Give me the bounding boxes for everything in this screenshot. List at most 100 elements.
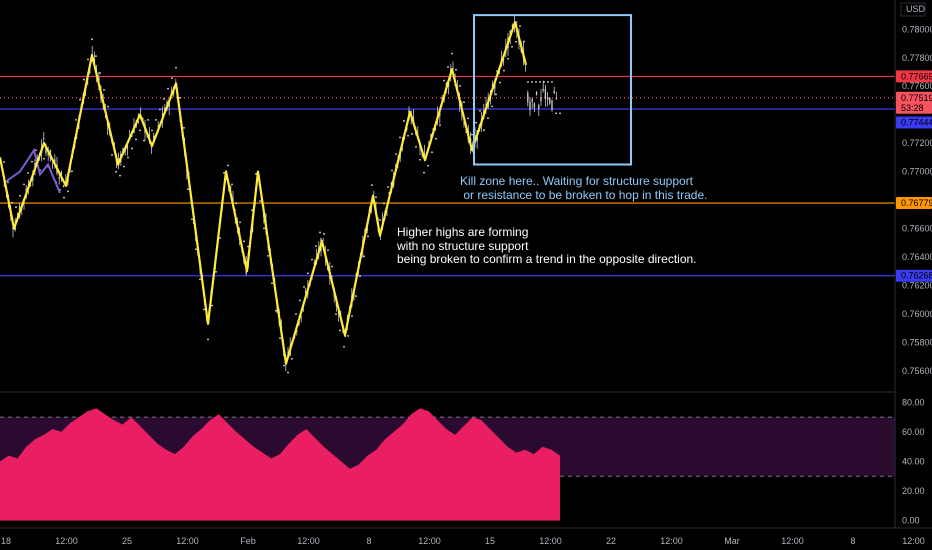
- sar-dot: [343, 345, 345, 348]
- sar-dot: [191, 218, 193, 221]
- sar-dot: [447, 66, 449, 68]
- sar-dot: [291, 358, 293, 360]
- oscillator-area: [0, 408, 560, 521]
- sar-dot: [403, 120, 405, 122]
- candle-body: [452, 68, 454, 70]
- time-tick-15: 12:00: [902, 536, 925, 546]
- sar-dot: [219, 237, 221, 239]
- sar-dot: [367, 235, 369, 238]
- sar-dot: [375, 196, 377, 199]
- candle-body: [511, 24, 514, 27]
- sar-dot: [119, 174, 121, 177]
- sar-dot: [83, 78, 85, 81]
- candle-body: [485, 104, 487, 106]
- sar-dot: [283, 364, 285, 367]
- sar-dot: [211, 304, 213, 307]
- candle-body: [544, 88, 547, 99]
- sar-dot: [31, 160, 33, 163]
- sar-dot: [475, 121, 477, 124]
- price-tag-bg-1: [896, 91, 932, 104]
- price-tag-3: 0.77444: [901, 117, 932, 127]
- zigzag-path: [0, 21, 528, 365]
- sar-dot: [155, 119, 157, 121]
- sar-dot: [243, 240, 245, 243]
- sar-dot: [411, 133, 413, 135]
- price-axis[interactable]: 0.78000 0.77800 0.77600 0.77200 0.77000 0.766…: [896, 24, 932, 376]
- sar-dot: [479, 109, 481, 112]
- sar-dot: [195, 248, 197, 251]
- sar-dot: [423, 171, 425, 174]
- osc-tick-2: 40.00: [902, 457, 925, 467]
- sar-dot: [239, 221, 241, 224]
- time-tick-3: 12:00: [176, 536, 199, 546]
- candle-body: [29, 184, 32, 186]
- time-tick-1: 12:00: [55, 536, 78, 546]
- osc-tick-3: 20.00: [902, 486, 925, 496]
- sar-dot: [95, 55, 97, 58]
- sar-dot: [271, 282, 273, 285]
- higher-highs-annotation-line2: with no structure support: [396, 239, 529, 253]
- price-tag-1: 0.77519: [901, 93, 932, 103]
- sar-dot: [463, 101, 465, 104]
- candle-body: [43, 138, 45, 140]
- sar-dot: [123, 165, 125, 168]
- sar-dot: [255, 173, 257, 175]
- oscillator-pane: [0, 408, 895, 521]
- candle-body: [494, 83, 496, 89]
- sar-dot: [107, 105, 109, 108]
- time-axis[interactable]: 18 12:00 25 12:00 Feb 12:00 8 12:00 15 12:00 22 12:…: [1, 536, 925, 546]
- candle-body: [122, 148, 124, 153]
- candle-body: [60, 172, 63, 175]
- price-pane[interactable]: [0, 0, 895, 392]
- candle-body: [529, 101, 531, 111]
- candle-body: [304, 291, 307, 293]
- price-tick-3: 0.77200: [902, 138, 932, 148]
- time-tick-10: 22: [606, 536, 616, 546]
- time-tick-9: 12:00: [539, 536, 562, 546]
- sar-dot: [431, 151, 433, 154]
- sar-dot: [499, 81, 501, 84]
- sar-dot: [75, 118, 77, 121]
- sar-dot: [399, 136, 401, 139]
- candle-body: [533, 103, 536, 108]
- sar-dot: [315, 245, 317, 247]
- time-tick-7: 12:00: [418, 536, 441, 546]
- sar-dot: [127, 156, 129, 159]
- oscillator-axis[interactable]: 80.00 60.00 40.00 20.00 0.00: [902, 397, 925, 525]
- candle-body: [32, 176, 34, 181]
- sar-dot: [535, 81, 537, 83]
- sar-dot: [251, 209, 253, 212]
- currency-box[interactable]: [900, 2, 926, 17]
- sar-dot: [383, 202, 385, 205]
- candle-body: [540, 96, 542, 101]
- kill-zone-annotation-line1: Kill zone here.. Waiting for structure s…: [460, 174, 694, 188]
- sar-dot: [87, 58, 89, 61]
- candle-body: [344, 335, 346, 338]
- kill-zone-box[interactable]: [473, 14, 632, 166]
- sar-dot: [331, 265, 333, 268]
- sar-dot: [203, 308, 205, 311]
- sar-dot: [371, 184, 373, 187]
- sar-dot: [303, 285, 305, 288]
- candle-body: [38, 159, 41, 161]
- time-tick-5: 12:00: [297, 536, 320, 546]
- sar-dot: [135, 138, 137, 141]
- sar-dot: [379, 219, 381, 221]
- candle-body: [62, 185, 65, 188]
- sar-dot: [307, 272, 309, 275]
- sar-dot: [559, 112, 561, 115]
- price-tick-2: 0.77600: [902, 81, 932, 91]
- sar-dot: [7, 181, 9, 184]
- sar-dot: [259, 200, 261, 202]
- sar-dot: [503, 69, 505, 72]
- candle-body: [549, 97, 551, 104]
- sar-dot: [519, 25, 521, 27]
- sar-dot: [99, 72, 101, 74]
- sar-dot: [103, 88, 105, 91]
- higher-highs-annotation-line1: Higher highs are forming: [397, 225, 528, 239]
- sar-dot: [19, 194, 21, 197]
- candle-body: [168, 103, 170, 107]
- sar-dot: [363, 255, 365, 258]
- sar-dot: [199, 278, 201, 281]
